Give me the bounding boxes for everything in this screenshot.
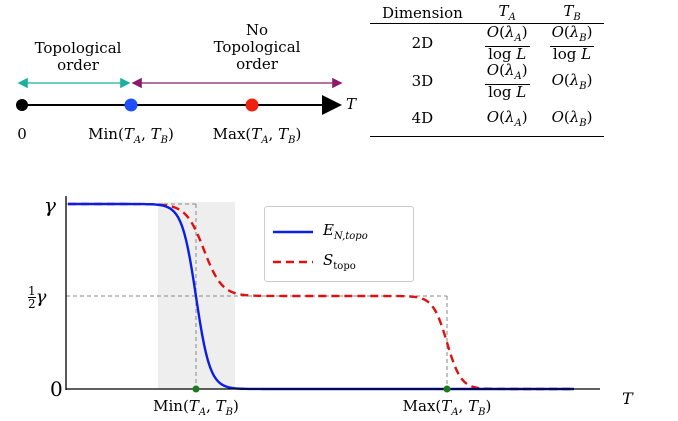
dim-3d: 3D — [411, 72, 434, 90]
zero-point — [16, 99, 28, 111]
x-axis-label: T — [622, 389, 633, 408]
max-label: Max(TA, TB) — [212, 125, 302, 147]
zero-label: 0 — [17, 125, 27, 143]
x-tick-max: Max(TA, TB) — [402, 397, 492, 419]
dim-4d: 4D — [370, 100, 475, 137]
table-row: 4D O(λA) O(λB) — [370, 100, 605, 137]
y-tick-gamma: γ — [44, 193, 56, 217]
no-topological-order-label: No Topological order — [213, 21, 301, 73]
min-point — [124, 98, 138, 112]
min-tick-dot — [192, 385, 200, 393]
x-tick-min: Min(TA, TB) — [153, 397, 239, 419]
dim-2d: 2D — [411, 34, 434, 52]
legend-item-e-n-topo: EN,topo — [273, 221, 368, 242]
header-ta: TA — [474, 2, 540, 24]
legend: EN,topo Stopo — [264, 206, 414, 282]
table-row: 2D O(λA) log L O(λB) log L — [370, 24, 604, 63]
t-axis-label: T — [346, 95, 357, 113]
header-tb: TB — [539, 2, 605, 24]
max-point — [245, 98, 259, 112]
dimension-table: Dimension TA TB 2D O(λA) log L O(λB) log L… — [370, 2, 605, 137]
header-dimension: Dimension — [370, 2, 475, 24]
legend-item-s-topo: Stopo — [273, 251, 356, 272]
min-label: Min(TA, TB) — [88, 125, 174, 147]
y-tick-zero: 0 — [50, 377, 63, 401]
y-tick-half-gamma: 1 2 γ — [28, 284, 47, 311]
table-row: 3D O(λA) log L O(λB) — [370, 62, 604, 100]
max-tick-dot — [443, 385, 451, 393]
topological-order-label: Topological order — [34, 39, 122, 74]
